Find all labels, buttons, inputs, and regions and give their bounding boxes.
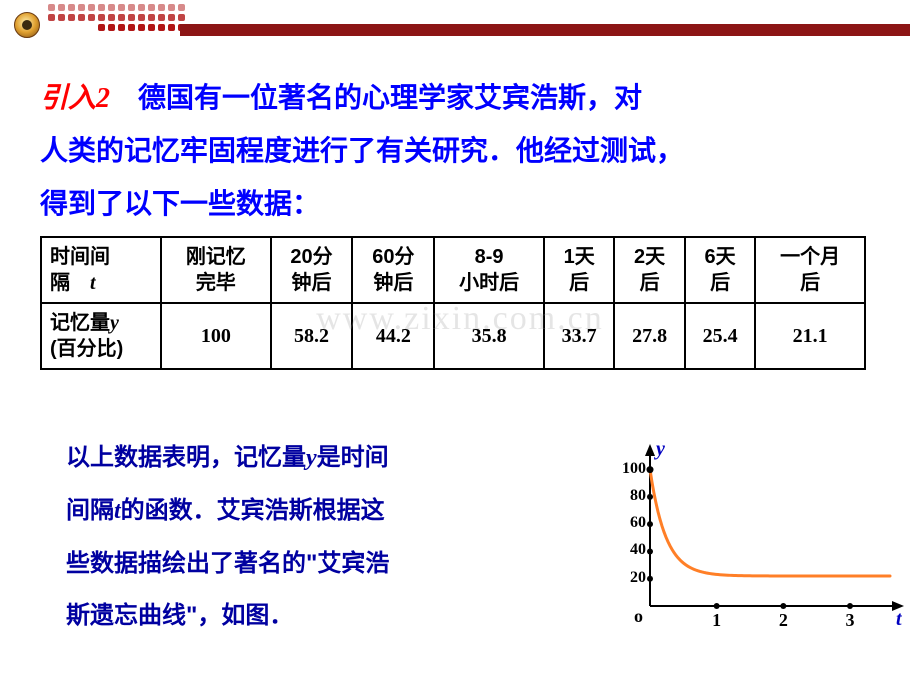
intro-line2: 人类的记忆牢固程度进行了有关研究．他经过测试， (40, 136, 684, 167)
row2-label-pre: 记忆量 (50, 312, 110, 334)
row2-label: 记忆量y (百分比) (41, 303, 161, 369)
cell: 21.1 (755, 303, 865, 369)
cell: 58.2 (271, 303, 353, 369)
cell: 35.8 (434, 303, 544, 369)
intro-line3: 得到了以下一些数据： (40, 189, 320, 220)
cell: 27.8 (614, 303, 684, 369)
forgetting-curve-chart: 20406080100123yto (606, 436, 906, 646)
desc-p1: 以上数据表明，记忆量 (66, 444, 306, 471)
desc-p4: 的函数．艾宾浩斯根据这 (121, 497, 385, 524)
desc-p5: 些数据描绘出了著名的"艾宾浩 (66, 550, 389, 577)
col-header: 8-9小时后 (434, 237, 544, 303)
table-row: 记忆量y (百分比) 100 58.2 44.2 35.8 33.7 27.8 … (41, 303, 865, 369)
header-bar (180, 24, 910, 36)
description-text: 以上数据表明，记忆量y是时间 间隔t的函数．艾宾浩斯根据这 些数据描绘出了著名的… (66, 432, 546, 643)
col-header: 一个月后 (755, 237, 865, 303)
row2-label-var: y (110, 312, 119, 334)
row1-label-pre: 时间间 (50, 246, 110, 268)
col-header: 20分钟后 (271, 237, 353, 303)
row1-label-post: 隔 (50, 272, 90, 294)
chart-svg (606, 436, 906, 646)
desc-v2: t (114, 498, 121, 524)
desc-p3: 间隔 (66, 497, 114, 524)
table-row: 时间间 隔 t 刚记忆完毕 20分钟后 60分钟后 8-9小时后 1天后 2天后… (41, 237, 865, 303)
bottom-region: 以上数据表明，记忆量y是时间 间隔t的函数．艾宾浩斯根据这 些数据描绘出了著名的… (66, 432, 886, 643)
content-region: 引入2 德国有一位著名的心理学家艾宾浩斯，对 人类的记忆牢固程度进行了有关研究．… (40, 72, 880, 370)
col-header: 6天后 (685, 237, 755, 303)
col-header: 2天后 (614, 237, 684, 303)
intro-line1: 德国有一位著名的心理学家艾宾浩斯，对 (110, 83, 642, 114)
cell: 100 (161, 303, 271, 369)
cell: 25.4 (685, 303, 755, 369)
intro-text: 引入2 德国有一位著名的心理学家艾宾浩斯，对 人类的记忆牢固程度进行了有关研究．… (40, 72, 880, 232)
row1-label: 时间间 隔 t (41, 237, 161, 303)
slide-header (0, 0, 920, 40)
cell: 44.2 (352, 303, 434, 369)
col-header: 刚记忆完毕 (161, 237, 271, 303)
logo-icon (14, 12, 40, 38)
desc-p6: 斯遗忘曲线"，如图． (66, 602, 293, 629)
row1-label-var: t (90, 272, 96, 294)
cell: 33.7 (544, 303, 614, 369)
lead-label: 引入2 (40, 83, 110, 114)
col-header: 1天后 (544, 237, 614, 303)
row2-label-post: (百分比) (50, 338, 123, 360)
desc-v1: y (306, 445, 317, 471)
data-table: 时间间 隔 t 刚记忆完毕 20分钟后 60分钟后 8-9小时后 1天后 2天后… (40, 236, 866, 370)
col-header: 60分钟后 (352, 237, 434, 303)
desc-p2: 是时间 (317, 444, 389, 471)
